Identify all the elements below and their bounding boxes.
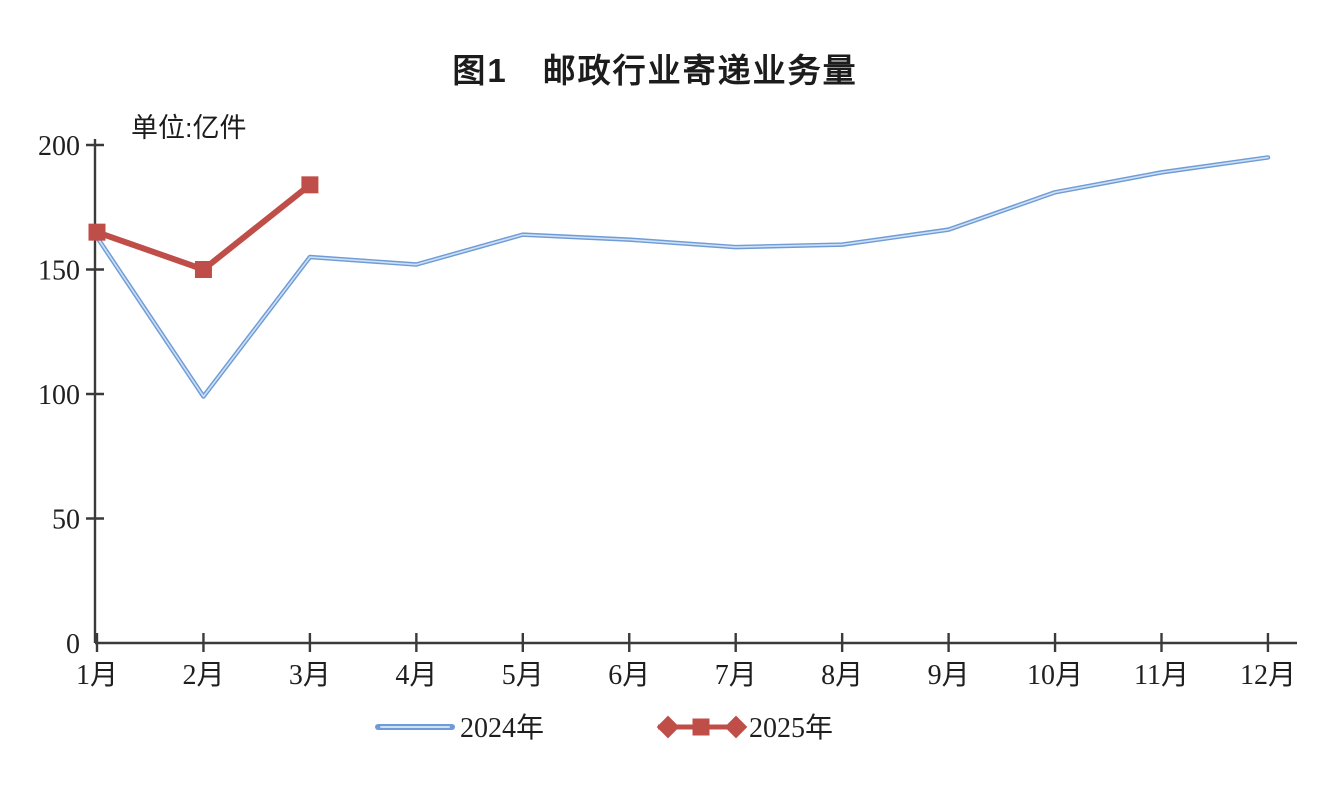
series-2025-marker xyxy=(88,223,106,241)
y-tick-label: 100 xyxy=(38,380,80,411)
x-axis-label: 7月 xyxy=(715,660,757,691)
legend-label-2024: 2024年 xyxy=(460,712,544,744)
chart-title: 图1 邮政行业寄递业务量 xyxy=(452,52,858,89)
y-tick-label: 200 xyxy=(38,131,80,162)
series-2025-marker xyxy=(301,176,319,194)
series-2024-sheen xyxy=(96,156,1269,398)
legend-diamond-marker xyxy=(724,715,748,739)
series-2025-marker xyxy=(194,261,212,278)
x-axis-label: 9月 xyxy=(928,660,970,691)
x-axis-label: 2月 xyxy=(182,660,224,691)
x-axis-label: 10月 xyxy=(1027,660,1083,691)
y-tick-label: 150 xyxy=(38,256,80,287)
unit-label: 单位:亿件 xyxy=(131,113,247,143)
series-2024-line xyxy=(94,155,1271,399)
y-tick-label: 50 xyxy=(52,505,80,536)
legend-square-marker xyxy=(692,718,710,736)
series-2025-line xyxy=(96,182,312,273)
x-axis-label: 3月 xyxy=(289,660,331,691)
legend-label-2025: 2025年 xyxy=(749,712,833,744)
y-tick-label: 0 xyxy=(66,629,80,660)
x-axis-label: 11月 xyxy=(1134,660,1189,691)
x-axis-label: 6月 xyxy=(608,660,650,691)
x-axis-label: 12月 xyxy=(1240,660,1296,691)
x-axis-label: 8月 xyxy=(821,660,863,691)
x-axis-label: 5月 xyxy=(502,660,544,691)
x-axis-label: 1月 xyxy=(76,660,118,691)
x-axis-label: 4月 xyxy=(395,660,437,691)
legend-diamond-marker xyxy=(656,715,680,739)
